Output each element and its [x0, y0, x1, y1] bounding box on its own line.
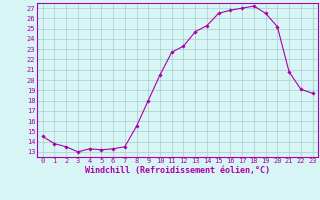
X-axis label: Windchill (Refroidissement éolien,°C): Windchill (Refroidissement éolien,°C): [85, 166, 270, 175]
